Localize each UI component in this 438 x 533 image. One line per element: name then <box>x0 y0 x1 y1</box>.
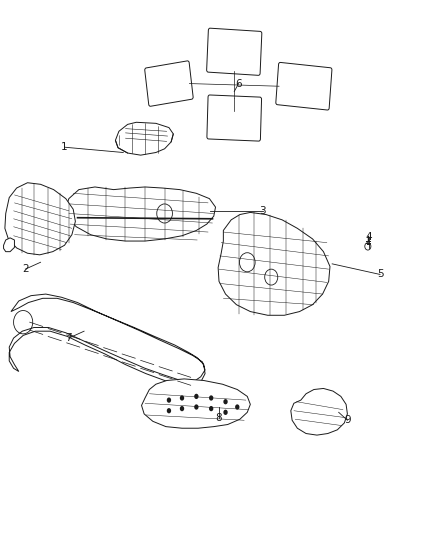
Polygon shape <box>9 294 205 384</box>
Polygon shape <box>291 389 347 435</box>
Text: 1: 1 <box>61 142 68 152</box>
Circle shape <box>167 408 171 414</box>
Text: 8: 8 <box>215 413 223 423</box>
Text: 9: 9 <box>344 415 351 425</box>
Circle shape <box>180 395 184 401</box>
Polygon shape <box>116 122 173 155</box>
Circle shape <box>223 410 228 415</box>
Polygon shape <box>4 238 14 252</box>
Circle shape <box>209 406 213 411</box>
Text: 2: 2 <box>22 264 28 274</box>
Circle shape <box>209 395 213 401</box>
Circle shape <box>167 398 171 403</box>
Polygon shape <box>5 183 75 255</box>
Polygon shape <box>141 379 251 428</box>
Text: 4: 4 <box>366 232 372 243</box>
Text: 6: 6 <box>235 78 242 88</box>
Polygon shape <box>218 213 330 316</box>
Circle shape <box>223 399 228 405</box>
Circle shape <box>180 406 184 411</box>
Circle shape <box>194 405 198 410</box>
Circle shape <box>194 394 198 399</box>
Polygon shape <box>66 187 215 241</box>
Text: 5: 5 <box>377 270 383 279</box>
Text: 7: 7 <box>66 333 72 343</box>
Circle shape <box>235 405 240 410</box>
Text: 3: 3 <box>259 206 266 216</box>
